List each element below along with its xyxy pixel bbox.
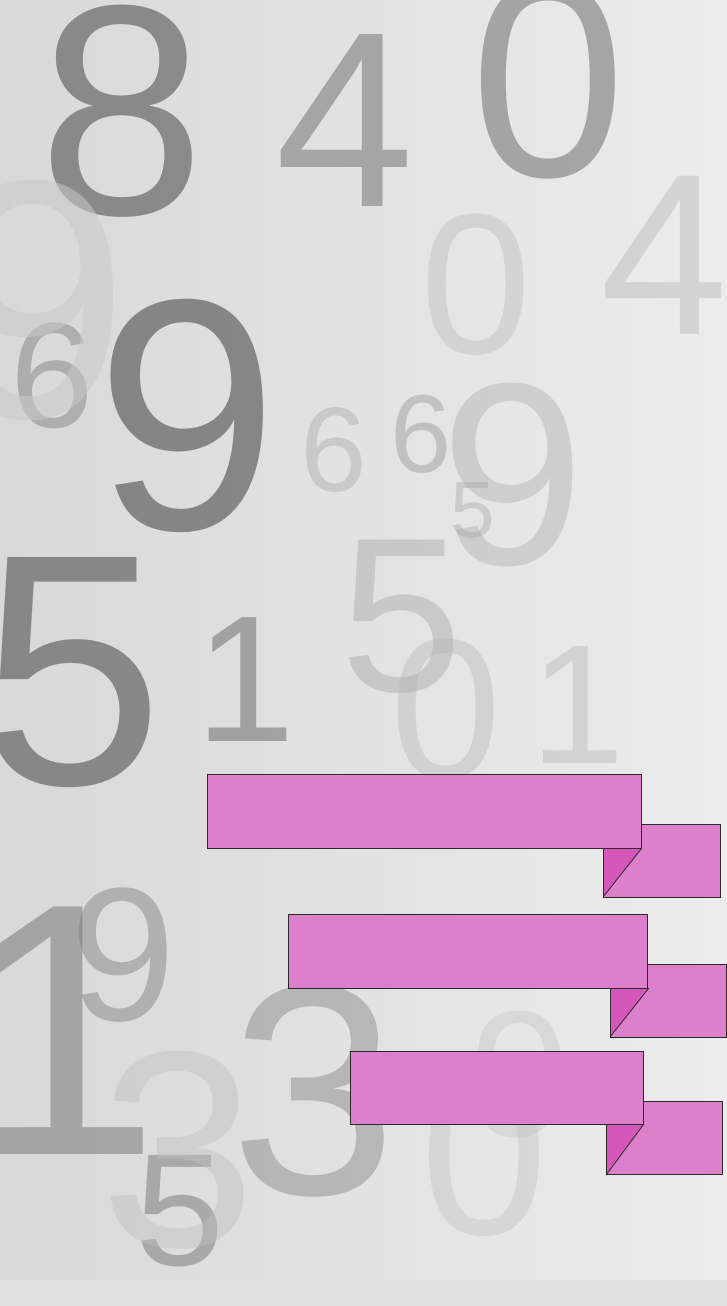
bg-digit: 1 [195,579,296,780]
bg-digit: 6 [10,291,94,459]
bg-digit: 3 [100,994,256,1306]
bg-digit: 5 [135,1120,224,1299]
bg-digit: 5 [450,465,495,554]
bg-digit: 9 [0,110,130,490]
banner-fold-corner [606,1124,645,1177]
bg-digit: 6 [300,383,367,517]
bg-digit: 4 [275,0,415,259]
bg-digit: 9 [440,330,585,620]
bg-digit: 6 [390,373,452,496]
bg-digit: 8 [38,0,205,278]
bg-digit: 5 [340,492,463,738]
bg-digit: 9 [95,230,279,599]
banner-fold-corner [610,988,650,1038]
banner-strip [288,914,648,989]
bg-digit: 0 [420,173,532,396]
banner-strip [207,774,642,849]
banner-fold-corner [603,848,643,898]
bg-digit: 9 [70,849,176,1061]
bg-digit: 0 [470,0,626,236]
bg-digit: 5 [0,485,164,854]
bg-digit: 4 [600,126,727,383]
bg-digit: 1 [530,610,625,800]
banner-strip [350,1051,644,1125]
bg-digit: 1 [0,829,161,1231]
